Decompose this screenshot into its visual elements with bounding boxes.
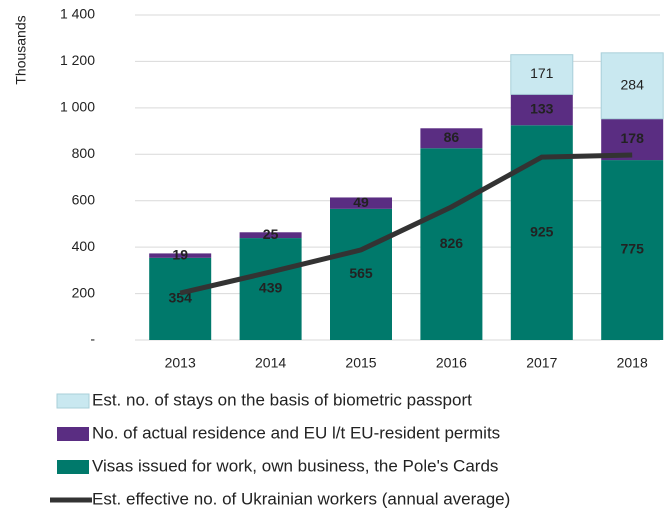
data-label: 49 <box>353 194 369 210</box>
y-tick-label: 1 400 <box>60 6 95 22</box>
legend-label: No. of actual residence and EU l/t EU-re… <box>92 423 500 442</box>
legend-marker <box>57 460 89 474</box>
data-label: 565 <box>349 265 373 281</box>
data-label: 86 <box>444 129 460 145</box>
bar-segment <box>510 94 573 126</box>
data-label: 284 <box>621 77 645 93</box>
bar-segment <box>601 160 664 340</box>
x-tick-label: 2016 <box>436 355 467 371</box>
bar-segment <box>149 253 212 258</box>
bar-segment <box>510 54 574 95</box>
x-tick-label: 2018 <box>617 355 648 371</box>
y-tick-label: 800 <box>72 145 96 161</box>
bar-segment <box>420 148 483 340</box>
bar-segment <box>330 197 392 209</box>
data-label: 775 <box>621 241 645 257</box>
bar-segment <box>239 232 302 239</box>
data-label: 133 <box>530 101 554 117</box>
y-tick-label: 1 200 <box>60 52 95 68</box>
bar-segment <box>149 257 212 340</box>
legend-label: Est. effective no. of Ukrainian workers … <box>92 489 510 508</box>
bar-segment <box>600 52 664 120</box>
data-label: 25 <box>263 226 279 242</box>
x-tick-label: 2015 <box>345 355 376 371</box>
legend-label: Visas issued for work, own business, the… <box>92 456 498 475</box>
data-label: 171 <box>530 65 554 81</box>
x-tick-label: 2017 <box>526 355 557 371</box>
y-tick-label: 1 000 <box>60 99 95 115</box>
data-label: 826 <box>440 235 464 251</box>
data-label: 439 <box>259 280 283 296</box>
y-axis-label: Thousands <box>13 15 29 84</box>
bar-segment <box>420 128 483 149</box>
y-tick-label: 400 <box>72 238 96 254</box>
data-label: 19 <box>172 246 188 262</box>
legend-marker <box>57 427 89 441</box>
y-tick-label: 600 <box>72 191 96 207</box>
data-label: 925 <box>530 223 554 239</box>
bar-segment <box>239 238 302 340</box>
bar-segment <box>330 208 392 340</box>
x-tick-label: 2013 <box>165 355 196 371</box>
x-tick-label: 2014 <box>255 355 286 371</box>
legend-marker <box>56 393 90 409</box>
data-label: 178 <box>621 130 645 146</box>
line-series <box>179 152 633 296</box>
legend-label: Est. no. of stays on the basis of biomet… <box>92 390 472 409</box>
y-tick-label: 200 <box>72 284 96 300</box>
y-tick-label: - <box>90 331 95 347</box>
bar-segment <box>510 125 573 341</box>
